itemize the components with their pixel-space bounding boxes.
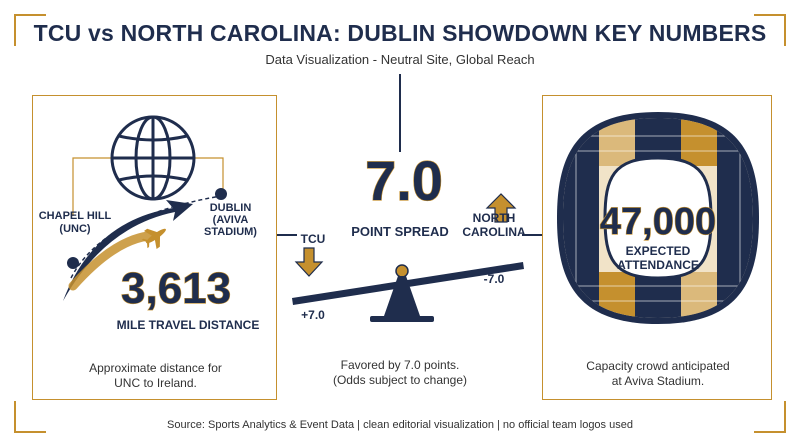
attendance-value: 47,000	[599, 201, 717, 243]
left-connector-line	[277, 234, 297, 236]
travel-caption: Approximate distance for UNC to Ireland.	[33, 361, 278, 391]
arrow-down-icon	[294, 247, 324, 277]
page-subtitle: Data Visualization - Neutral Site, Globa…	[265, 52, 535, 67]
navy-swoosh	[63, 200, 193, 301]
spread-caption-line1: Favored by 7.0 points.	[340, 358, 460, 372]
globe-icon	[110, 115, 196, 201]
destination-label-line1: DUBLIN	[209, 202, 252, 214]
origin-label: CHAPEL HILL (UNC)	[35, 210, 115, 236]
team-right-label-line2: CAROLINA	[462, 225, 526, 239]
attendance-caption-line1: Capacity crowd anticipated	[586, 359, 730, 373]
spread-caption: Favored by 7.0 points. (Odds subject to …	[300, 358, 500, 388]
seesaw-illustration	[292, 193, 524, 322]
corner-bracket-bottom-left	[14, 401, 46, 433]
destination-dot	[215, 188, 227, 200]
source-footnote: Source: Sports Analytics & Event Data | …	[167, 419, 633, 431]
attendance-label-line2: ATTENDANCE	[617, 258, 699, 272]
attendance-label-line1: EXPECTED	[625, 244, 691, 258]
travel-panel: CHAPEL HILL (UNC) DUBLIN (AVIVA STADIUM)…	[32, 95, 277, 400]
origin-dot	[67, 257, 79, 269]
spread-caption-line2: (Odds subject to change)	[332, 373, 468, 387]
travel-distance-value: 3,613	[120, 264, 232, 313]
travel-distance-label: MILE TRAVEL DISTANCE	[116, 318, 260, 332]
team-left-label: TCU	[300, 232, 326, 246]
right-line-value: -7.0	[483, 272, 505, 286]
corner-bracket-top-right	[754, 14, 786, 46]
travel-caption-line2: UNC to Ireland.	[114, 376, 197, 390]
destination-label: DUBLIN (AVIVA STADIUM)	[193, 202, 268, 238]
spread-value: 7.0	[364, 149, 443, 212]
travel-caption-line1: Approximate distance for	[89, 361, 222, 375]
seesaw-fulcrum	[370, 264, 434, 322]
stadium-icon	[557, 112, 759, 324]
corner-bracket-top-left	[14, 14, 46, 46]
attendance-caption-line2: at Aviva Stadium.	[611, 374, 705, 388]
attendance-label: EXPECTED ATTENDANCE	[598, 244, 718, 272]
attendance-caption: Capacity crowd anticipated at Aviva Stad…	[543, 359, 773, 389]
spread-label: POINT SPREAD	[351, 224, 449, 239]
travel-illustration	[63, 115, 227, 301]
origin-label-line2: (UNC)	[59, 223, 91, 235]
arrow-up-icon	[485, 193, 517, 223]
team-right-label: NORTH CAROLINA	[458, 211, 530, 239]
destination-label-line2: (AVIVA	[212, 214, 249, 226]
corner-bracket-bottom-right	[754, 401, 786, 433]
attendance-panel: 47,000 EXPECTED ATTENDANCE Capacity crow…	[542, 95, 772, 400]
left-line-value: +7.0	[301, 308, 325, 322]
origin-label-line1: CHAPEL HILL	[38, 210, 112, 222]
center-connector-line	[399, 74, 401, 152]
right-connector-line	[522, 234, 542, 236]
team-right-label-line1: NORTH	[472, 211, 516, 225]
destination-label-line3: STADIUM)	[204, 226, 257, 238]
page-title: TCU vs NORTH CAROLINA: DUBLIN SHOWDOWN K…	[33, 20, 767, 46]
airplane-icon	[141, 228, 166, 250]
